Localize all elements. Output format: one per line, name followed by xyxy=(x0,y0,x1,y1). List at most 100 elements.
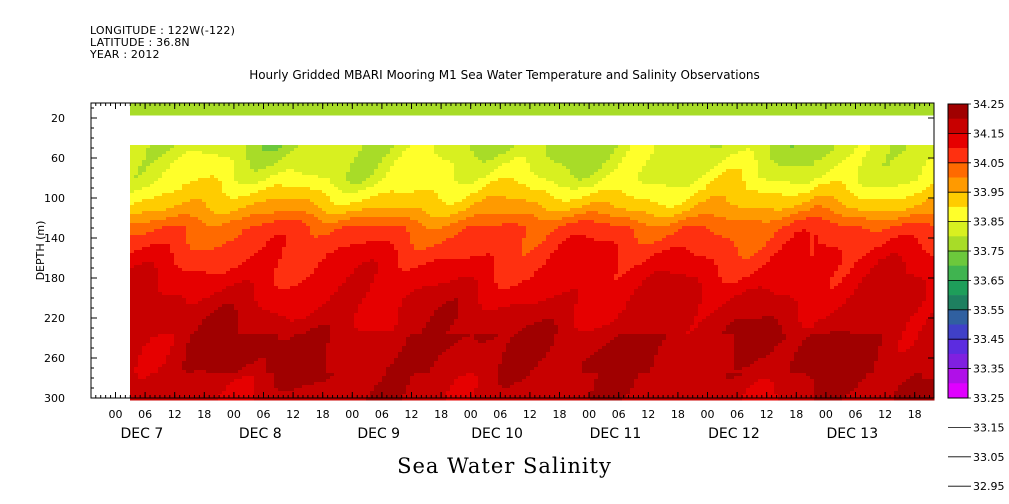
field-cell xyxy=(786,184,791,188)
field-cell xyxy=(750,169,755,173)
field-cell xyxy=(774,193,779,197)
field-cell xyxy=(374,163,379,167)
field-cell xyxy=(134,154,139,158)
field-cell xyxy=(794,145,799,149)
field-cell xyxy=(166,172,171,176)
field-cell xyxy=(610,181,615,185)
field-cell xyxy=(914,166,919,170)
field-cell xyxy=(430,178,435,182)
field-cell xyxy=(850,157,855,161)
field-cell xyxy=(210,181,215,185)
field-cell xyxy=(778,190,783,194)
field-cell xyxy=(130,145,135,149)
field-cell xyxy=(434,205,439,209)
field-cell xyxy=(198,109,203,113)
field-cell xyxy=(206,163,211,167)
field-cell xyxy=(822,193,827,197)
field-cell xyxy=(498,157,503,161)
field-cell xyxy=(482,196,487,200)
field-cell xyxy=(862,196,867,200)
field-cell xyxy=(282,202,287,206)
field-cell xyxy=(202,157,207,161)
field-cell xyxy=(698,205,703,209)
field-cell xyxy=(678,169,683,173)
field-cell xyxy=(190,196,195,200)
field-cell xyxy=(170,157,175,161)
field-cell xyxy=(138,160,143,164)
field-cell xyxy=(754,109,759,113)
field-cell xyxy=(242,106,247,110)
field-cell xyxy=(774,181,779,185)
field-cell xyxy=(826,202,831,206)
field-cell xyxy=(390,166,395,170)
field-cell xyxy=(730,199,735,203)
field-cell xyxy=(346,187,351,191)
field-cell xyxy=(638,103,643,107)
field-cell xyxy=(598,205,603,209)
field-cell xyxy=(586,106,591,110)
field-cell xyxy=(666,172,671,176)
field-cell xyxy=(854,145,859,149)
field-cell xyxy=(646,196,651,200)
field-cell xyxy=(626,193,631,197)
field-cell xyxy=(566,181,571,185)
field-cell xyxy=(402,202,407,206)
field-cell xyxy=(666,199,671,203)
field-cell xyxy=(442,160,447,164)
field-cell xyxy=(902,178,907,182)
field-cell xyxy=(526,181,531,185)
field-cell xyxy=(318,187,323,191)
field-cell xyxy=(186,109,191,113)
field-cell xyxy=(454,106,459,110)
field-cell xyxy=(614,172,619,176)
field-cell xyxy=(186,106,191,110)
field-cell xyxy=(266,151,271,155)
field-cell xyxy=(578,103,583,107)
field-cell xyxy=(462,202,467,206)
field-cell xyxy=(626,154,631,158)
field-cell xyxy=(162,145,167,149)
field-cell xyxy=(786,151,791,155)
field-cell xyxy=(310,205,315,209)
field-cell xyxy=(514,151,519,155)
field-cell xyxy=(766,151,771,155)
field-cell xyxy=(890,181,895,185)
field-cell xyxy=(618,103,623,107)
field-cell xyxy=(478,151,483,155)
field-cell xyxy=(414,157,419,161)
field-cell xyxy=(194,190,199,194)
field-cell xyxy=(834,196,839,200)
field-cell xyxy=(794,109,799,113)
field-cell xyxy=(874,190,879,194)
field-cell xyxy=(410,106,415,110)
field-cell xyxy=(614,202,619,206)
field-cell xyxy=(394,172,399,176)
field-cell xyxy=(238,193,243,197)
field-cell xyxy=(894,169,899,173)
field-cell xyxy=(302,187,307,191)
field-cell xyxy=(854,181,859,185)
field-cell xyxy=(522,163,527,167)
field-cell xyxy=(254,187,259,191)
field-cell xyxy=(906,148,911,152)
field-cell xyxy=(426,178,431,182)
field-cell xyxy=(822,202,827,206)
field-cell xyxy=(226,109,231,113)
field-cell xyxy=(846,112,851,116)
field-cell xyxy=(278,112,283,116)
field-cell xyxy=(914,175,919,179)
field-cell xyxy=(454,178,459,182)
field-cell xyxy=(330,160,335,164)
field-cell xyxy=(634,103,639,107)
field-cell xyxy=(246,112,251,116)
field-cell xyxy=(782,157,787,161)
field-cell xyxy=(250,202,255,206)
field-cell xyxy=(178,175,183,179)
field-cell xyxy=(166,163,171,167)
field-cell xyxy=(810,160,815,164)
field-cell xyxy=(554,187,559,191)
field-cell xyxy=(294,205,299,209)
field-cell xyxy=(718,193,723,197)
field-cell xyxy=(714,148,719,152)
field-cell xyxy=(894,151,899,155)
